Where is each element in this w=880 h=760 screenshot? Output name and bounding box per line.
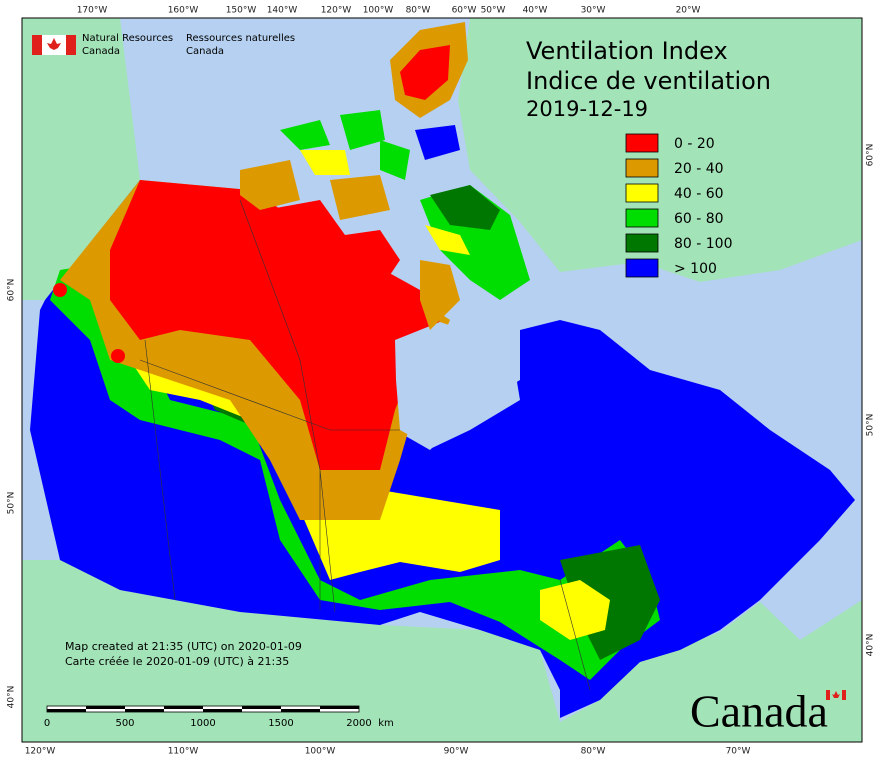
region xyxy=(130,340,500,580)
latitude-label: 60°N xyxy=(7,279,17,302)
longitude-label: 110°W xyxy=(168,747,199,757)
longitude-label: 120°W xyxy=(321,6,352,16)
longitude-label: 120°W xyxy=(25,747,56,757)
longitude-label: 150°W xyxy=(226,6,257,16)
created-note: Carte créée le 2020-01-09 (UTC) à 21:35 xyxy=(65,655,289,668)
legend-label: 40 - 60 xyxy=(674,186,724,202)
longitude-label: 30°W xyxy=(581,6,606,16)
scale-bar xyxy=(46,705,360,713)
legend-swatch xyxy=(625,208,659,228)
island xyxy=(240,160,390,220)
island xyxy=(420,260,460,330)
agency-name: Canada xyxy=(186,46,224,57)
legend-label: 60 - 80 xyxy=(674,211,724,227)
flag-band xyxy=(66,35,76,55)
arctic-islands xyxy=(240,22,530,330)
island xyxy=(430,185,500,230)
longitude-label: 80°W xyxy=(581,747,606,757)
alaska xyxy=(22,18,140,300)
island xyxy=(425,225,470,255)
longitude-label: 100°W xyxy=(305,747,336,757)
canada-wordmark: Canada xyxy=(690,686,828,737)
scale-unit: km xyxy=(378,718,394,729)
longitude-label: 170°W xyxy=(77,6,108,16)
wordmark-flag xyxy=(826,690,846,700)
region xyxy=(560,545,660,660)
legend-swatch xyxy=(625,258,659,278)
longitude-label: 50°W xyxy=(481,6,506,16)
canada xyxy=(30,180,855,718)
created-note: Map created at 21:35 (UTC) on 2020-01-09 xyxy=(65,640,302,653)
scale-label: 0 xyxy=(44,718,50,729)
agency-logo xyxy=(32,35,76,55)
region xyxy=(111,349,125,363)
scale-segment xyxy=(86,706,125,709)
longitude-label: 140°W xyxy=(267,6,298,16)
agency-name: Ressources naturelles xyxy=(186,33,295,44)
latitude-label: 40°N xyxy=(7,686,17,709)
latitude-label: 40°N xyxy=(866,634,876,657)
island xyxy=(300,150,350,175)
longitude-label: 20°W xyxy=(676,6,701,16)
island xyxy=(400,45,450,100)
island xyxy=(280,110,410,180)
longitude-label: 80°W xyxy=(406,6,431,16)
legend-swatch xyxy=(625,233,659,253)
longitude-label: 70°W xyxy=(726,747,751,757)
scale-label: 2000 xyxy=(346,718,371,729)
legend-label: > 100 xyxy=(674,261,717,277)
region xyxy=(53,283,67,297)
maple-leaf xyxy=(832,691,840,698)
region xyxy=(110,180,440,470)
greenland xyxy=(458,18,862,282)
agency-name: Canada xyxy=(82,46,120,57)
agency-name: Natural Resources xyxy=(82,33,173,44)
map-date: 2019-12-19 xyxy=(526,97,648,121)
legend-label: 20 - 40 xyxy=(674,161,724,177)
legend-label: 80 - 100 xyxy=(674,236,733,252)
legend-swatch xyxy=(625,133,659,153)
maple-leaf xyxy=(47,38,61,50)
latitude-label: 50°N xyxy=(7,492,17,515)
legend-swatch xyxy=(625,183,659,203)
united-states xyxy=(22,560,862,742)
longitude-label: 60°W xyxy=(452,6,477,16)
island xyxy=(415,125,460,160)
island xyxy=(265,200,400,290)
scale-label: 1500 xyxy=(268,718,293,729)
legend-label: 0 - 20 xyxy=(674,136,715,152)
scale-segment xyxy=(125,709,164,712)
hudson-bay xyxy=(395,322,520,448)
scale-segment xyxy=(47,709,86,712)
map-title: Ventilation Index xyxy=(526,37,728,65)
region xyxy=(50,260,660,680)
longitude-label: 100°W xyxy=(363,6,394,16)
flag-band xyxy=(32,35,42,55)
flag-band xyxy=(842,690,846,700)
scale-segment xyxy=(164,706,203,709)
province-border xyxy=(139,199,591,691)
region xyxy=(540,580,610,640)
latitude-label: 50°N xyxy=(866,414,876,437)
scale-label: 1000 xyxy=(190,718,215,729)
scale-segment xyxy=(242,706,281,709)
scale-label: 500 xyxy=(115,718,134,729)
longitude-label: 90°W xyxy=(444,747,469,757)
scale-segment xyxy=(203,709,242,712)
scale-segment xyxy=(281,709,320,712)
longitude-label: 160°W xyxy=(168,6,199,16)
map-title: Indice de ventilation xyxy=(526,67,771,95)
flag-band xyxy=(826,690,830,700)
scale-segment xyxy=(320,706,359,709)
legend-swatch xyxy=(625,158,659,178)
longitude-label: 40°W xyxy=(523,6,548,16)
latitude-label: 60°N xyxy=(866,144,876,167)
map-frame xyxy=(21,17,863,743)
